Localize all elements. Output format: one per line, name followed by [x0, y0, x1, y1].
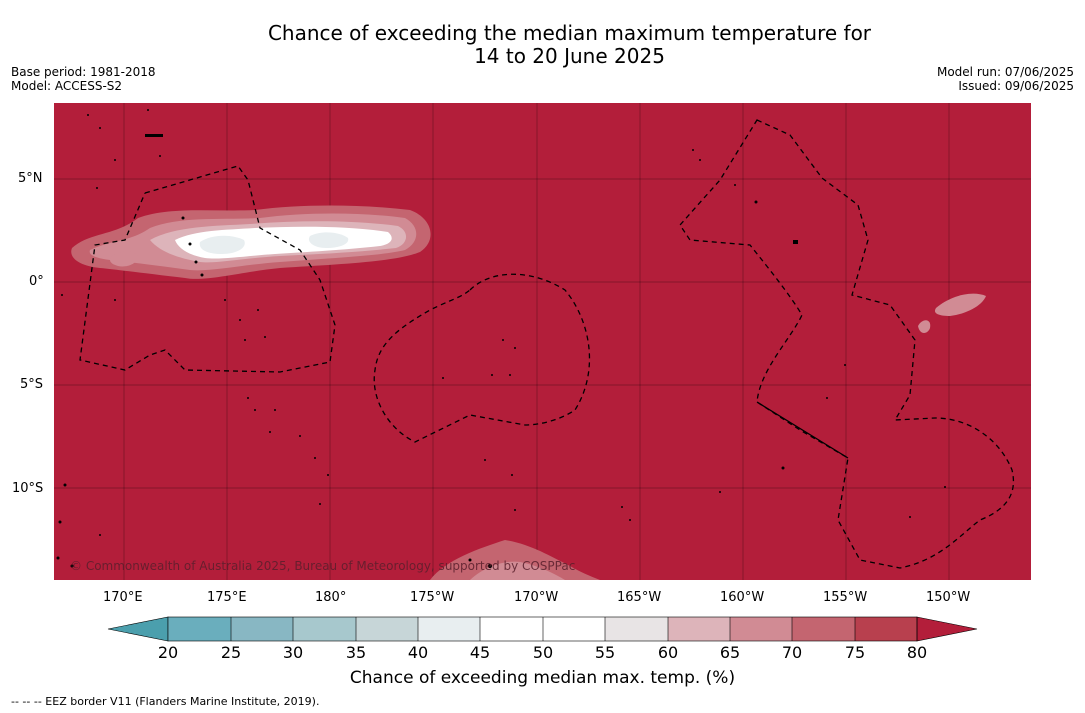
colorbar-bin-55-60 [605, 617, 668, 641]
colorbar-tick-65: 65 [719, 643, 741, 662]
eez-legend-note: -- -- -- EEZ border V11 (Flanders Marine… [11, 695, 320, 708]
colorbar-bin-40-45 [418, 617, 480, 641]
colorbar-tick-45: 45 [469, 643, 491, 662]
metadata-right: Model run: 07/06/2025 Issued: 09/06/2025 [937, 65, 1074, 93]
colorbar-bin-60-65 [668, 617, 730, 641]
colorbar-bin-75-80 [855, 617, 917, 641]
colorbar-tick-70: 70 [781, 643, 803, 662]
model-run: Model run: 07/06/2025 [936, 65, 1074, 79]
colorbar-bin-70-75 [792, 617, 855, 641]
gridlines [54, 103, 1031, 580]
colorbar-tick-80: 80 [906, 643, 928, 662]
eez-borders [79, 119, 1014, 569]
colorbar-tick-20: 20 [157, 643, 179, 662]
colorbar-tick-30: 30 [282, 643, 304, 662]
colorbar-bin-25-30 [231, 617, 293, 641]
lat-label-5s: 5°S [20, 377, 44, 392]
colorbar-tick-50: 50 [532, 643, 554, 662]
colorbar-bin-50-55 [543, 617, 605, 641]
colorbar-tick-25: 25 [220, 643, 242, 662]
contour-region-east [918, 293, 986, 333]
colorbar-tick-55: 55 [594, 643, 616, 662]
lon-label-180: 180° [315, 590, 347, 605]
lon-label-160w: 160°W [720, 590, 765, 605]
model-name: Model: ACCESS-S2 [11, 79, 123, 93]
lon-label-165w: 165°W [617, 590, 662, 605]
lon-label-150w: 150°W [926, 590, 971, 605]
lat-label-10s: 10°S [12, 481, 44, 496]
lat-label-0: 0° [29, 274, 44, 289]
colorbar-bin-45-50 [480, 617, 543, 641]
eez-kiribati-phoenix [373, 273, 591, 443]
eez-kiribati-gilbert [79, 165, 336, 373]
issued-date: Issued: 09/06/2025 [958, 79, 1074, 93]
eez-solid-segment [756, 401, 849, 459]
colorbar-bin-65-70 [730, 617, 792, 641]
eez-kiribati-line [679, 119, 1014, 569]
lon-label-175e: 175°E [207, 590, 247, 605]
colorbar-bin-35-40 [356, 617, 418, 641]
colorbar-bin-20-25 [168, 617, 231, 641]
colorbar-extend-high [916, 616, 978, 642]
lon-label-175w: 175°W [410, 590, 455, 605]
colorbar-extend-low [107, 616, 169, 642]
lon-label-170e: 170°E [103, 590, 143, 605]
contour-region-south [430, 540, 600, 580]
contour-region-west [71, 205, 431, 279]
colorbar-tick-35: 35 [345, 643, 367, 662]
colorbar-tick-60: 60 [657, 643, 679, 662]
base-period: Base period: 1981-2018 [11, 65, 156, 79]
land-islands [56, 109, 946, 568]
colorbar-tick-40: 40 [407, 643, 429, 662]
lat-label-5n: 5°N [18, 171, 43, 186]
copyright-notice: © Commonwealth of Australia 2025, Bureau… [70, 559, 576, 573]
map-title-line1: Chance of exceeding the median maximum t… [267, 21, 872, 45]
colorbar-bin-30-35 [293, 617, 356, 641]
lon-label-155w: 155°W [823, 590, 868, 605]
colorbar-title: Chance of exceeding median max. temp. (%… [349, 668, 736, 688]
map-title-line2: 14 to 20 June 2025 [474, 44, 665, 68]
metadata-left: Base period: 1981-2018 Model: ACCESS-S2 [11, 65, 156, 93]
map-panel [54, 103, 1031, 580]
colorbar [107, 616, 978, 642]
colorbar-tick-75: 75 [844, 643, 866, 662]
lon-label-170w: 170°W [514, 590, 559, 605]
